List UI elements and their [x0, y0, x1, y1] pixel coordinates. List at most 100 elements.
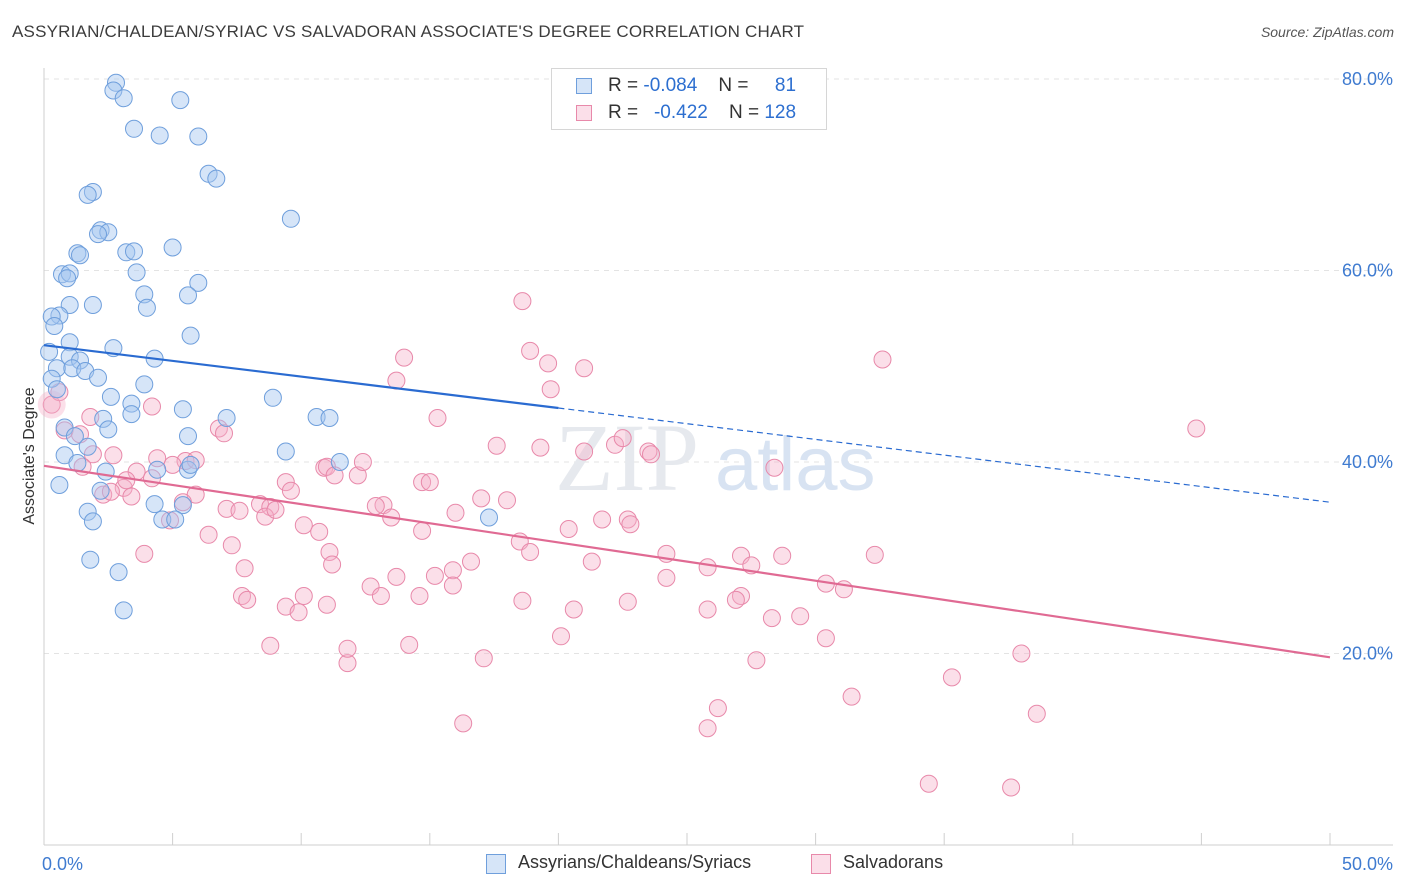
data-point [89, 368, 107, 387]
axes [43, 68, 1393, 846]
data-point [281, 481, 300, 500]
data-point [657, 568, 676, 587]
watermark-atlas: atlas [715, 422, 876, 507]
data-point [413, 521, 432, 540]
data-point [207, 169, 226, 188]
data-point [593, 510, 612, 529]
data-point [199, 525, 218, 544]
data-point [276, 442, 295, 461]
data-point [1027, 704, 1046, 723]
data-point [163, 455, 182, 474]
data-point [50, 306, 69, 325]
data-point [181, 455, 200, 474]
stats-text: R = -0.084 N = 81 [608, 75, 796, 97]
data-point [498, 491, 516, 510]
data-point [564, 600, 583, 619]
data-point [698, 719, 717, 738]
data-point [261, 636, 280, 655]
data-point [338, 639, 357, 658]
data-point [238, 590, 257, 609]
data-point [443, 561, 462, 580]
data-point [117, 243, 136, 262]
source-label: Source: ZipAtlas.com [1260, 24, 1394, 40]
tick-labels: 20.0% 40.0% 60.0% 80.0% 0.0% 50.0% [42, 69, 1393, 874]
data-point [513, 292, 532, 311]
data-point [1002, 778, 1021, 797]
data-point [575, 442, 594, 461]
data-point [117, 471, 136, 490]
data-point [621, 515, 640, 534]
data-point [78, 185, 97, 204]
assyrians-legend-swatch [486, 854, 506, 874]
data-point [618, 510, 637, 529]
data-point [698, 600, 717, 619]
data-point [96, 462, 115, 481]
data-point [125, 242, 143, 261]
data-point [189, 273, 208, 292]
data-point [310, 522, 329, 541]
data-point [65, 427, 84, 446]
data-point [420, 473, 439, 492]
data-point [161, 511, 179, 530]
data-point [47, 380, 66, 399]
data-point [559, 520, 578, 538]
data-point [179, 427, 197, 446]
data-point [462, 552, 480, 571]
data-point [446, 503, 465, 522]
r-label: R = [608, 75, 639, 96]
assyrians-swatch [576, 78, 592, 94]
data-point [762, 609, 781, 628]
data-point [83, 512, 102, 531]
data-point [513, 591, 532, 610]
data-point [395, 348, 414, 367]
data-point [125, 119, 143, 138]
data-point [816, 629, 835, 648]
data-point [83, 296, 102, 314]
data-point [137, 298, 156, 317]
n-value: 128 [764, 102, 797, 123]
data-point [71, 246, 89, 265]
data-point [865, 545, 884, 564]
data-point [1012, 644, 1031, 663]
data-point [425, 566, 444, 585]
watermark: ZIP atlas [555, 404, 876, 511]
data-point [541, 380, 560, 399]
r-value: -0.422 [653, 102, 708, 123]
data-point [263, 388, 282, 407]
salvadorans-trend-line [43, 464, 1331, 659]
assyrians-legend-label: Assyrians/Chaldeans/Syriacs [518, 852, 752, 872]
y-axis-label: Associate's Degree [21, 387, 38, 524]
y-tick-label: 40.0% [1342, 452, 1393, 472]
stats-legend: R = -0.084 N = 81 R = -0.422 N = 128 [551, 68, 827, 130]
data-point [166, 510, 185, 529]
data-point [143, 397, 161, 416]
data-point [443, 576, 462, 595]
data-point [642, 445, 660, 464]
data-point [135, 285, 154, 304]
data-point [104, 446, 123, 465]
data-point [78, 502, 97, 521]
data-point [606, 435, 624, 454]
data-point [521, 543, 540, 561]
y-tick-label: 80.0% [1342, 69, 1393, 89]
data-point [91, 481, 110, 500]
y-tick-label: 60.0% [1342, 261, 1393, 281]
data-point [266, 500, 285, 519]
data-point [122, 394, 141, 413]
data-point [487, 436, 506, 455]
data-point [747, 651, 766, 670]
data-point [294, 516, 313, 535]
data-point [81, 550, 100, 569]
data-point [320, 409, 339, 427]
data-point [58, 269, 77, 288]
data-point [474, 649, 493, 668]
data-point [330, 453, 349, 471]
data-point [173, 400, 192, 419]
data-point [186, 451, 205, 470]
r-label: R = [608, 102, 639, 123]
data-point [145, 495, 164, 514]
r-value: -0.084 [643, 75, 698, 96]
data-point [348, 466, 367, 485]
data-point [552, 627, 570, 646]
